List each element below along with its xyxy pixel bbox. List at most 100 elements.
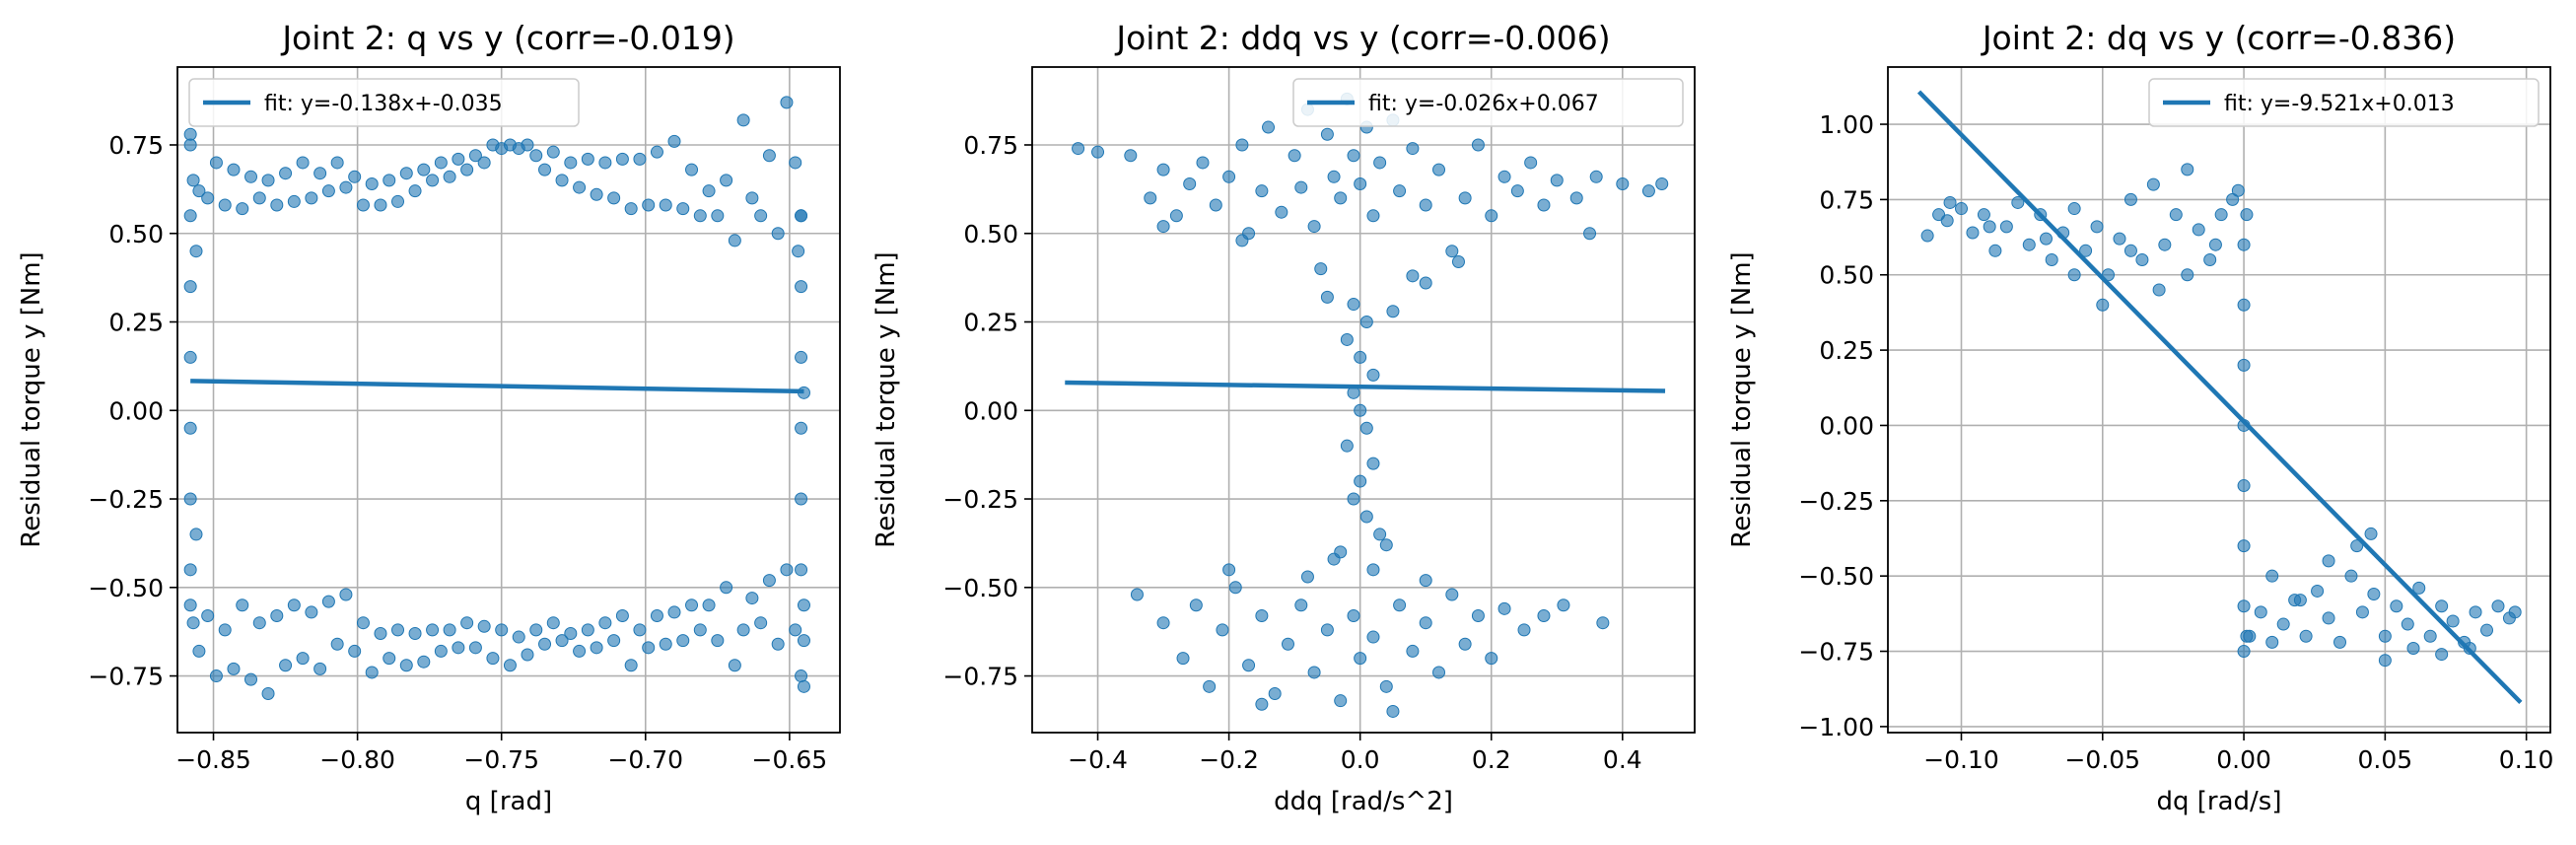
scatter-point [1354,350,1367,364]
scatter-point [1616,176,1630,190]
scatter-point [321,595,335,608]
y-tick-label: −0.25 [88,485,164,514]
scatter-point [762,574,776,588]
scatter-point [348,170,362,183]
y-tick-label: −0.25 [1798,487,1874,516]
scatter-point [1288,149,1301,163]
scatter-point [1354,652,1367,666]
scatter-point [227,662,241,675]
scatter-point [590,641,603,655]
scatter-point [1366,368,1380,382]
scatter-point [192,644,206,658]
scatter-point [2265,635,2279,649]
scatter-point [2045,252,2058,266]
scatter-point [795,350,808,364]
x-tick-label: 0.4 [1603,745,1642,774]
scatter-point [521,138,534,152]
scatter-point [1485,652,1498,666]
scatter-point [305,605,318,619]
scatter-point [598,616,612,630]
scatter-point [711,634,725,648]
x-tick-label: 0.05 [2358,745,2413,774]
scatter-point [546,145,560,159]
y-tick-label: −0.75 [88,663,164,691]
scatter-point [330,637,344,651]
x-tick-label: 0.00 [2216,745,2271,774]
y-tick-label: −0.75 [942,663,1018,691]
scatter-point [1943,195,1957,209]
scatter-point [624,202,638,216]
scatter-point [503,659,517,672]
scatter-point [244,170,258,183]
scatter-point [2508,605,2522,619]
scatter-point [183,599,197,612]
scatter-point [1347,492,1360,506]
fit-line [190,379,804,394]
scatter-point [2123,244,2137,257]
scatter-point [2276,617,2290,631]
scatter-point [460,616,474,630]
scatter-point [452,641,465,655]
x-tick-label: −0.85 [175,745,251,774]
chart-panel-dq: −0.10 −0.05 0.00 0.05 0.10 −1.00 −0.75 −0.50 −0.… [1727,19,2553,816]
scatter-point [667,605,681,619]
scatter-point [1988,244,2002,257]
scatter-point [2406,641,2420,655]
scatter-point [408,626,422,640]
scatter-point [2435,648,2449,662]
scatter-point [2469,605,2482,619]
scatter-point [2237,599,2251,613]
scatter-point [1419,276,1432,290]
scatter-point [426,174,440,187]
scatter-point [236,202,249,216]
scatter-point [1366,209,1380,223]
scatter-point [2344,569,2358,583]
scatter-point [797,634,810,648]
scatter-point [1327,552,1341,566]
scatter-point [391,623,405,637]
scatter-point [2022,238,2036,251]
y-tick-label: −1.00 [1798,713,1874,741]
scatter-point [339,588,353,601]
axes-frame [176,66,841,734]
scatter-point [468,641,482,655]
scatter-point [408,184,422,198]
x-axis-label: q [rad] [465,787,552,816]
fit-line [1916,90,2523,705]
scatter-point [434,644,448,658]
scatter-point [1445,245,1459,258]
scatter-point [795,492,808,506]
scatter-point [615,609,629,623]
scatter-point [2333,635,2347,649]
scatter-point [659,637,672,651]
scatter-point [1294,599,1308,612]
scatter-point [183,563,197,577]
scatter-point [1366,563,1380,577]
x-tick-label: −0.65 [752,745,828,774]
scatter-point [659,198,672,212]
scatter-point [1655,176,1669,190]
scatter-point [1242,659,1256,672]
scatter-point [1641,184,1655,198]
scatter-point [1359,421,1373,435]
scatter-point [183,127,197,141]
scatter-point [2367,588,2381,601]
scatter-point [1072,142,1085,156]
scatter-point [468,149,482,163]
scatter-point [795,209,808,223]
scatter-point [797,679,810,693]
scatter-point [348,644,362,658]
scatter-point [486,652,500,666]
scatter-point [1955,202,1969,216]
scatter-point [227,163,241,176]
scatter-point [720,581,733,595]
scatter-point [693,209,707,223]
scatter-point [1419,198,1432,212]
scatter-point [183,492,197,506]
scatter-point [1432,163,1446,176]
scatter-point [189,528,203,541]
scatter-point [2237,238,2251,251]
scatter-point [2237,298,2251,312]
legend-label: fit: y=-0.138x+-0.035 [264,92,503,116]
